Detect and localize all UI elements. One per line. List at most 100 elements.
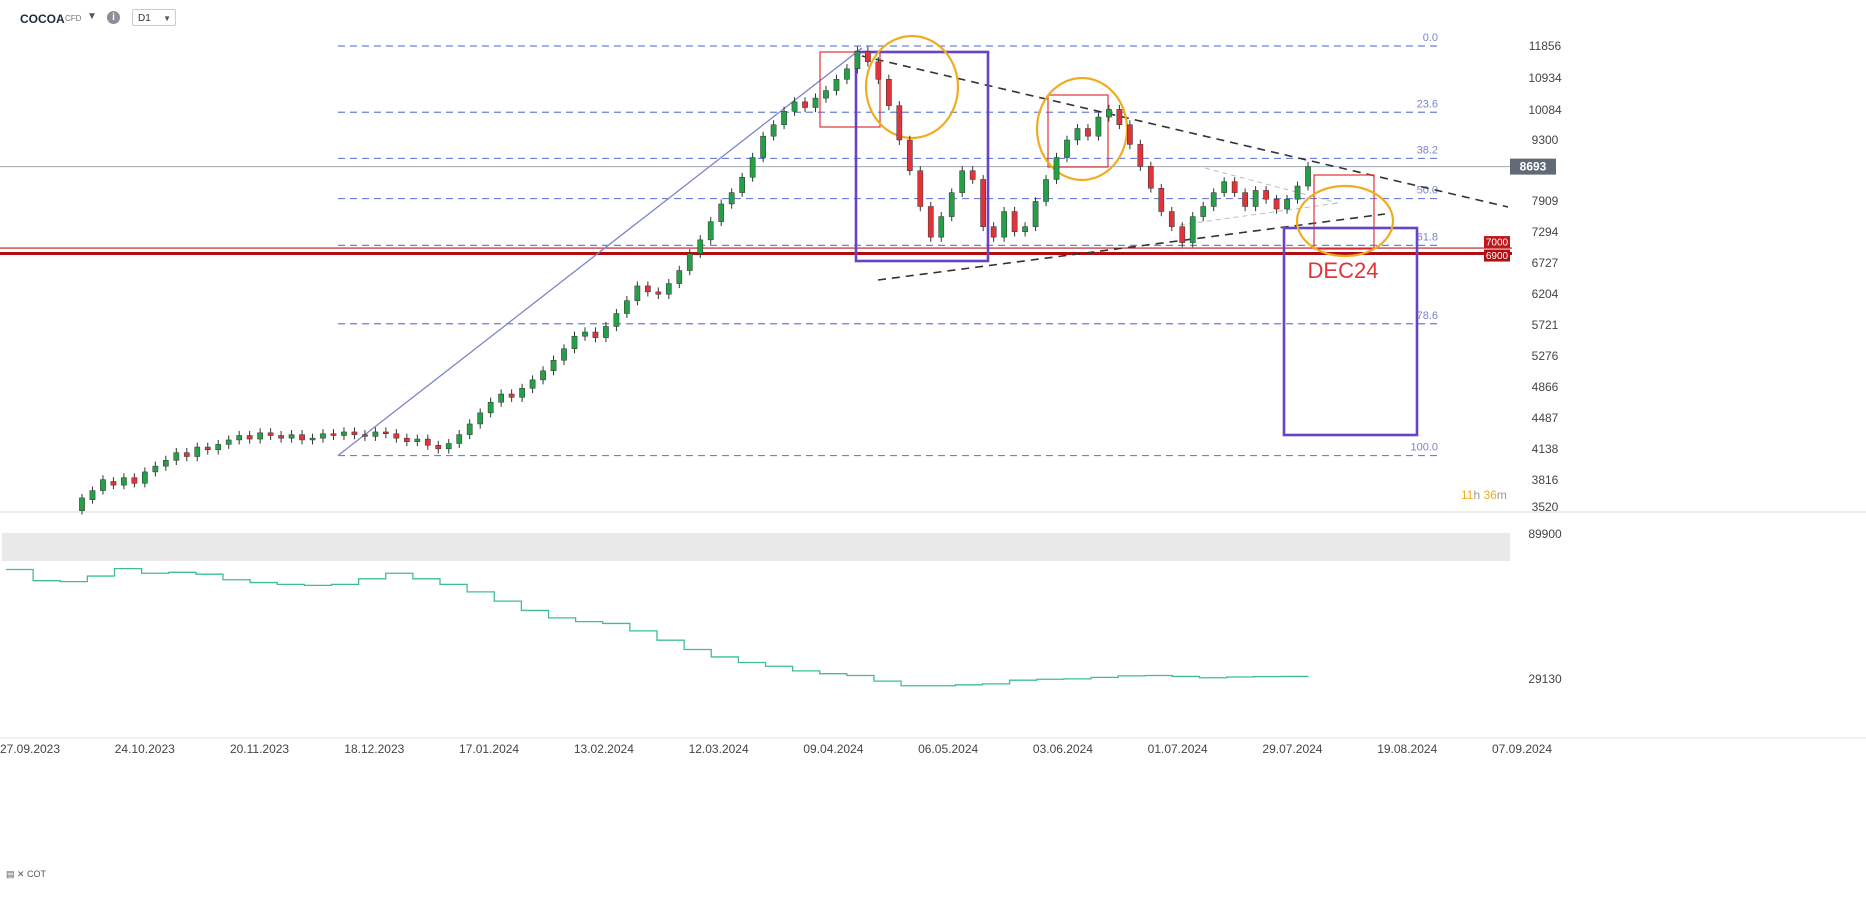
date-tick-label: 09.04.2024 bbox=[803, 742, 863, 756]
candle bbox=[582, 331, 588, 337]
date-tick-label: 01.07.2024 bbox=[1148, 742, 1208, 756]
candle bbox=[330, 433, 337, 436]
candle bbox=[1022, 226, 1028, 232]
candle bbox=[1095, 116, 1102, 137]
price-tick-label: 9300 bbox=[1532, 133, 1559, 147]
candle bbox=[948, 192, 955, 217]
candle bbox=[1106, 109, 1112, 118]
drawings[interactable] bbox=[337, 34, 1509, 457]
symbol-dropdown-icon[interactable]: ▼ bbox=[87, 11, 97, 22]
price-tick-label: 4487 bbox=[1532, 411, 1559, 425]
candle bbox=[697, 239, 704, 254]
fib-level-label: 78.6 bbox=[1417, 310, 1438, 322]
candle bbox=[917, 170, 924, 207]
candle bbox=[383, 431, 389, 434]
fib-level-label: 100.0 bbox=[1410, 442, 1438, 454]
candle bbox=[257, 432, 263, 440]
candle bbox=[173, 452, 180, 461]
candle bbox=[561, 348, 567, 361]
candle bbox=[1158, 187, 1165, 212]
date-axis[interactable]: 27.09.2023 24.10.2023 20.11.2023 18.12.2023… bbox=[0, 742, 1552, 756]
horizontal-levels[interactable] bbox=[0, 166, 1512, 256]
ascending-trendline bbox=[877, 213, 1386, 281]
timeframe-select[interactable]: D1 ▼ bbox=[132, 9, 176, 26]
candle bbox=[728, 192, 735, 205]
candle bbox=[1263, 190, 1269, 200]
candle bbox=[886, 79, 892, 106]
candles bbox=[79, 46, 1311, 515]
annotations: DEC24 11h 36m bbox=[1308, 258, 1507, 502]
candle bbox=[634, 285, 641, 301]
candle bbox=[1137, 144, 1144, 167]
cot-line bbox=[6, 567, 1309, 687]
candle bbox=[1200, 206, 1207, 217]
candle bbox=[791, 101, 798, 112]
candle bbox=[1294, 185, 1301, 200]
fib-level-label: 23.6 bbox=[1417, 98, 1438, 110]
current-price-label: 8693 bbox=[1520, 160, 1547, 174]
candle bbox=[739, 177, 746, 193]
candle bbox=[341, 431, 347, 436]
price-tick-label: 3520 bbox=[1532, 500, 1559, 514]
countdown-timer: 11h 36m bbox=[1461, 488, 1507, 502]
candle bbox=[1189, 216, 1196, 243]
dec24-annotation: DEC24 bbox=[1308, 258, 1379, 283]
cot-indicator-pane[interactable]: 89900 29130 bbox=[6, 527, 1562, 687]
candle bbox=[236, 435, 243, 441]
candle bbox=[498, 393, 504, 403]
candle bbox=[1064, 139, 1070, 158]
candle bbox=[707, 221, 714, 241]
info-icon[interactable]: i bbox=[107, 11, 120, 24]
date-tick-label: 29.07.2024 bbox=[1262, 742, 1322, 756]
candle bbox=[1210, 192, 1217, 207]
red-box bbox=[819, 51, 881, 128]
candle bbox=[823, 90, 829, 99]
candle bbox=[372, 431, 379, 437]
price-tick-label: 10084 bbox=[1528, 103, 1562, 117]
candle bbox=[267, 432, 274, 436]
candle bbox=[508, 393, 515, 398]
orange-circle bbox=[1035, 76, 1129, 182]
candle bbox=[1231, 181, 1238, 193]
candle bbox=[990, 226, 997, 238]
candle bbox=[676, 270, 683, 284]
cot-indicator-label[interactable]: ▤ ✕ COT bbox=[6, 869, 47, 879]
date-tick-label: 03.06.2024 bbox=[1033, 742, 1093, 756]
orange-circle bbox=[864, 34, 960, 140]
cot-tick-label: 89900 bbox=[1528, 527, 1562, 541]
candle bbox=[906, 139, 913, 171]
date-tick-label: 18.12.2023 bbox=[344, 742, 404, 756]
cot-tick-label: 29130 bbox=[1528, 672, 1562, 686]
level-label: 7000 bbox=[1486, 238, 1509, 249]
date-tick-label: 07.09.2024 bbox=[1492, 742, 1552, 756]
candle bbox=[812, 97, 819, 108]
date-tick-label: 27.09.2023 bbox=[0, 742, 60, 756]
date-tick-label: 06.05.2024 bbox=[918, 742, 978, 756]
candle bbox=[487, 401, 494, 414]
candle bbox=[351, 431, 358, 435]
candle bbox=[204, 446, 211, 451]
date-tick-label: 12.03.2024 bbox=[689, 742, 749, 756]
date-tick-label: 24.10.2023 bbox=[115, 742, 175, 756]
symbol-name[interactable]: COCOA bbox=[20, 12, 65, 26]
candle bbox=[79, 497, 85, 511]
candle bbox=[299, 434, 305, 441]
level-badge bbox=[1484, 236, 1510, 249]
candle bbox=[655, 291, 662, 295]
price-tick-label: 6204 bbox=[1532, 287, 1559, 301]
purple-projection-box bbox=[1282, 226, 1419, 437]
price-axis[interactable]: 11856 10934 10084 9300 7909 7294 6727 6204 5721 5… bbox=[1484, 39, 1562, 514]
fib-base-trendline bbox=[337, 47, 863, 457]
price-tick-label: 5276 bbox=[1532, 349, 1559, 363]
price-tick-label: 5721 bbox=[1532, 318, 1559, 332]
candle bbox=[1032, 201, 1039, 227]
candle bbox=[959, 170, 966, 193]
countdown-part: h bbox=[1473, 488, 1480, 502]
candle bbox=[938, 216, 945, 238]
candle bbox=[592, 331, 599, 338]
candle bbox=[152, 465, 159, 473]
candle bbox=[1116, 109, 1123, 125]
candle bbox=[571, 335, 578, 350]
